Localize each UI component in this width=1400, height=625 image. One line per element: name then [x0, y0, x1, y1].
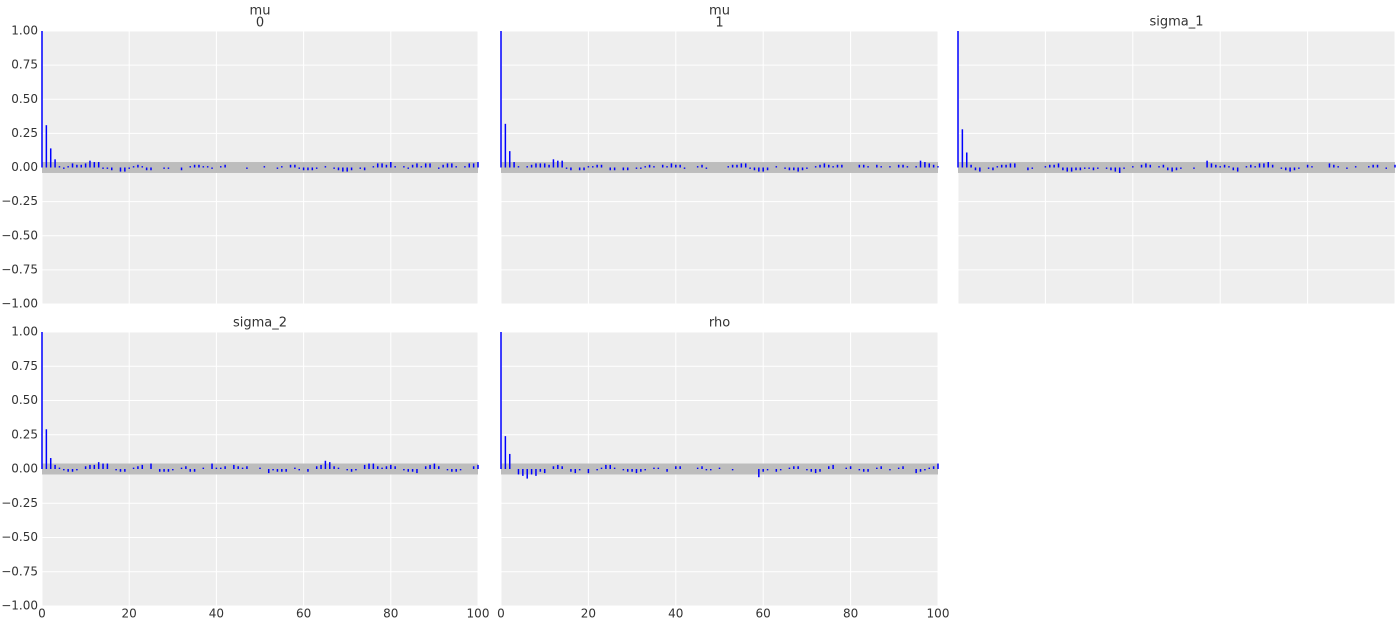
y-tick-label: 0.75: [11, 58, 38, 72]
y-tick-label: 0.00: [11, 462, 38, 476]
x-tick-label: 40: [209, 607, 224, 621]
x-tick-label: 0: [497, 607, 505, 621]
x-tick-label: 80: [383, 607, 398, 621]
y-tick-label: −0.50: [1, 228, 38, 242]
y-tick-label: 0.00: [11, 160, 38, 174]
x-tick-label: 100: [467, 607, 490, 621]
y-tick-label: −0.50: [1, 530, 38, 544]
x-tick-label: 100: [927, 607, 950, 621]
y-tick-label: 0.25: [11, 427, 38, 441]
x-tick-label: 40: [668, 607, 683, 621]
x-tick-label: 20: [122, 607, 137, 621]
panel-title: mu: [250, 4, 271, 19]
y-tick-label: −0.25: [1, 496, 38, 510]
panel-title: sigma_2: [233, 316, 287, 331]
confidence-band: [42, 162, 478, 173]
x-tick-label: 60: [756, 607, 771, 621]
y-tick-label: −1.00: [1, 599, 38, 613]
y-tick-label: 0.25: [11, 126, 38, 140]
panel-subtitle: 0: [256, 16, 264, 31]
x-tick-label: 20: [581, 607, 596, 621]
y-tick-label: 0.50: [11, 393, 38, 407]
confidence-band: [501, 162, 938, 173]
x-tick-label: 80: [843, 607, 858, 621]
y-tick-label: 1.00: [11, 24, 38, 38]
x-tick-label: 0: [38, 607, 46, 621]
y-tick-label: −0.75: [1, 262, 38, 276]
y-tick-label: −1.00: [1, 297, 38, 311]
y-tick-label: −0.75: [1, 564, 38, 578]
y-tick-label: 0.50: [11, 92, 38, 106]
panel-title: rho: [709, 316, 730, 331]
panel-subtitle: 1: [715, 16, 723, 31]
y-tick-label: 0.75: [11, 359, 38, 373]
x-tick-label: 60: [296, 607, 311, 621]
y-tick-label: 1.00: [11, 325, 38, 339]
y-tick-label: −0.25: [1, 194, 38, 208]
panel-title: sigma_1: [1149, 15, 1203, 30]
panel-title: mu: [709, 4, 730, 19]
